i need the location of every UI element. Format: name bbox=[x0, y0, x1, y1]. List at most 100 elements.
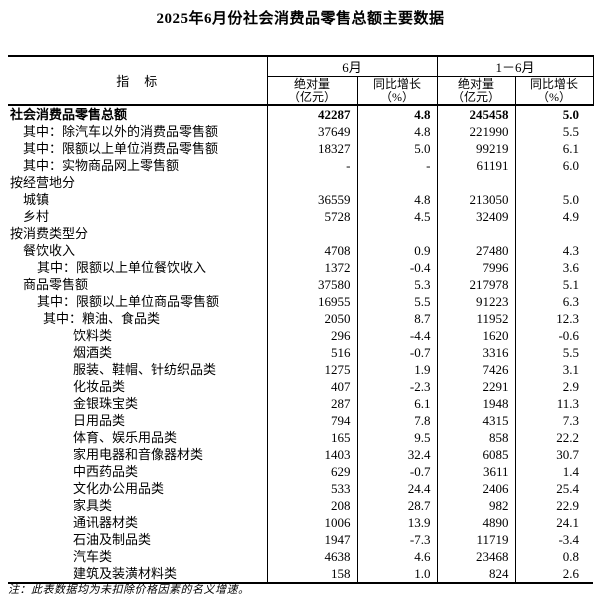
table-row: 汽车类 4638 4.6 23468 0.8 bbox=[8, 548, 593, 565]
value-cell: -3.4 bbox=[558, 532, 580, 547]
value-cell: 11.3 bbox=[556, 396, 580, 411]
indicator-label: 按经营地分 bbox=[8, 174, 268, 191]
table-row: 餐饮收入 4708 0.9 27480 4.3 bbox=[8, 242, 593, 259]
indicator-label: 家具类 bbox=[8, 497, 268, 514]
value-cell: -0.7 bbox=[357, 344, 438, 361]
value-cell: 2050 bbox=[267, 310, 358, 327]
indicator-label: 汽车类 bbox=[8, 548, 268, 565]
header-group-jan-june: 1－6月 bbox=[437, 56, 594, 77]
indicator-label: 饮料类 bbox=[8, 327, 268, 344]
table-row: 家用电器和音像器材类 1403 32.4 6085 30.7 bbox=[8, 446, 593, 463]
table-row: 文化办公用品类 533 24.4 2406 25.4 bbox=[8, 480, 593, 497]
value-cell: 407 bbox=[267, 378, 358, 395]
value-cell: 24.1 bbox=[556, 515, 580, 530]
value-cell: 5.5 bbox=[562, 124, 580, 139]
value-cell: 6.1 bbox=[562, 141, 580, 156]
value-cell: 28.7 bbox=[357, 497, 438, 514]
value-cell: 61191 bbox=[437, 157, 516, 174]
value-cell: 858 bbox=[437, 429, 516, 446]
value-cell: -0.6 bbox=[558, 328, 580, 343]
header-indicator: 指 标 bbox=[8, 56, 268, 106]
indicator-label: 中西药品类 bbox=[8, 463, 268, 480]
table-row: 中西药品类 629 -0.7 3611 1.4 bbox=[8, 463, 593, 480]
value-cell: 42287 bbox=[267, 105, 358, 123]
value-cell: 1947 bbox=[267, 531, 358, 548]
value-cell bbox=[515, 225, 593, 242]
value-cell: 5.0 bbox=[562, 107, 580, 122]
value-cell: 3.6 bbox=[562, 260, 580, 275]
value-cell: 5.5 bbox=[357, 293, 438, 310]
value-cell: 1372 bbox=[267, 259, 358, 276]
value-cell: 0.9 bbox=[357, 242, 438, 259]
value-cell bbox=[515, 174, 593, 191]
value-cell: 3.1 bbox=[562, 362, 580, 377]
value-cell: 4638 bbox=[267, 548, 358, 565]
indicator-label: 其中：限额以上单位消费品零售额 bbox=[8, 140, 268, 157]
value-cell: 25.4 bbox=[556, 481, 580, 496]
retail-sales-table: 指 标 6月 1－6月 绝对量 （亿元） 同比增长 （%） 绝对量 （亿元） 同… bbox=[8, 55, 594, 584]
value-cell: 0.8 bbox=[562, 549, 580, 564]
table-row: 社会消费品零售总额 42287 4.8 245458 5.0 bbox=[8, 105, 593, 123]
value-cell bbox=[437, 174, 516, 191]
table-row: 按消费类型分 bbox=[8, 225, 593, 242]
value-cell: 11952 bbox=[437, 310, 516, 327]
table-row: 金银珠宝类 287 6.1 1948 11.3 bbox=[8, 395, 593, 412]
value-cell: 5.3 bbox=[357, 276, 438, 293]
page-title: 2025年6月份社会消费品零售总额主要数据 bbox=[156, 11, 445, 27]
indicator-label: 体育、娱乐用品类 bbox=[8, 429, 268, 446]
value-cell: 12.3 bbox=[556, 311, 580, 326]
value-cell: 27480 bbox=[437, 242, 516, 259]
value-cell bbox=[437, 225, 516, 242]
header-june-absolute: 绝对量 （亿元） bbox=[267, 76, 358, 106]
value-cell: 1275 bbox=[267, 361, 358, 378]
value-cell: -4.4 bbox=[357, 327, 438, 344]
indicator-label: 乡村 bbox=[8, 208, 268, 225]
value-cell: 3316 bbox=[437, 344, 516, 361]
indicator-label: 文化办公用品类 bbox=[8, 480, 268, 497]
indicator-label: 家用电器和音像器材类 bbox=[8, 446, 268, 463]
header-row-subcolumns: 绝对量 （亿元） 同比增长 （%） 绝对量 （亿元） 同比增长 （%） bbox=[8, 76, 594, 106]
table-header: 指 标 6月 1－6月 绝对量 （亿元） 同比增长 （%） 绝对量 （亿元） 同… bbox=[8, 56, 594, 106]
value-cell: 5728 bbox=[267, 208, 358, 225]
value-cell: 7.8 bbox=[357, 412, 438, 429]
value-cell: 7426 bbox=[437, 361, 516, 378]
value-cell: 32409 bbox=[437, 208, 516, 225]
value-cell bbox=[357, 174, 438, 191]
value-cell: 2.9 bbox=[562, 379, 580, 394]
header-group-june: 6月 bbox=[267, 56, 438, 77]
value-cell bbox=[267, 225, 358, 242]
header-row-groups: 指 标 6月 1－6月 bbox=[8, 56, 594, 106]
value-cell: 165 bbox=[267, 429, 358, 446]
value-cell: 982 bbox=[437, 497, 516, 514]
value-cell: 36559 bbox=[267, 191, 358, 208]
table-row: 其中：除汽车以外的消费品零售额 37649 4.8 221990 5.5 bbox=[8, 123, 593, 140]
value-cell: 6085 bbox=[437, 446, 516, 463]
value-cell: 1.9 bbox=[357, 361, 438, 378]
table-row: 其中：限额以上单位消费品零售额 18327 5.0 99219 6.1 bbox=[8, 140, 593, 157]
value-cell: 1.4 bbox=[562, 464, 580, 479]
table-row: 日用品类 794 7.8 4315 7.3 bbox=[8, 412, 593, 429]
header-janjune-yoy: 同比增长 （%） bbox=[515, 76, 594, 106]
indicator-label: 社会消费品零售总额 bbox=[8, 105, 268, 123]
value-cell: 5.5 bbox=[562, 345, 580, 360]
value-cell: 1403 bbox=[267, 446, 358, 463]
value-cell: - bbox=[267, 157, 358, 174]
indicator-label: 按消费类型分 bbox=[8, 225, 268, 242]
value-cell: 37580 bbox=[267, 276, 358, 293]
value-cell: 8.7 bbox=[357, 310, 438, 327]
indicator-label: 化妆品类 bbox=[8, 378, 268, 395]
value-cell: 4.8 bbox=[357, 191, 438, 208]
value-cell: 13.9 bbox=[357, 514, 438, 531]
indicator-label: 服装、鞋帽、针纺织品类 bbox=[8, 361, 268, 378]
table-row: 体育、娱乐用品类 165 9.5 858 22.2 bbox=[8, 429, 593, 446]
indicator-label: 建筑及装潢材料类 bbox=[8, 565, 268, 583]
value-cell: 287 bbox=[267, 395, 358, 412]
indicator-label: 石油及制品类 bbox=[8, 531, 268, 548]
table-row: 商品零售额 37580 5.3 217978 5.1 bbox=[8, 276, 593, 293]
value-cell: 4.8 bbox=[357, 123, 438, 140]
value-cell: 7996 bbox=[437, 259, 516, 276]
value-cell: 1948 bbox=[437, 395, 516, 412]
value-cell: 158 bbox=[267, 565, 358, 583]
value-cell: 11719 bbox=[437, 531, 516, 548]
